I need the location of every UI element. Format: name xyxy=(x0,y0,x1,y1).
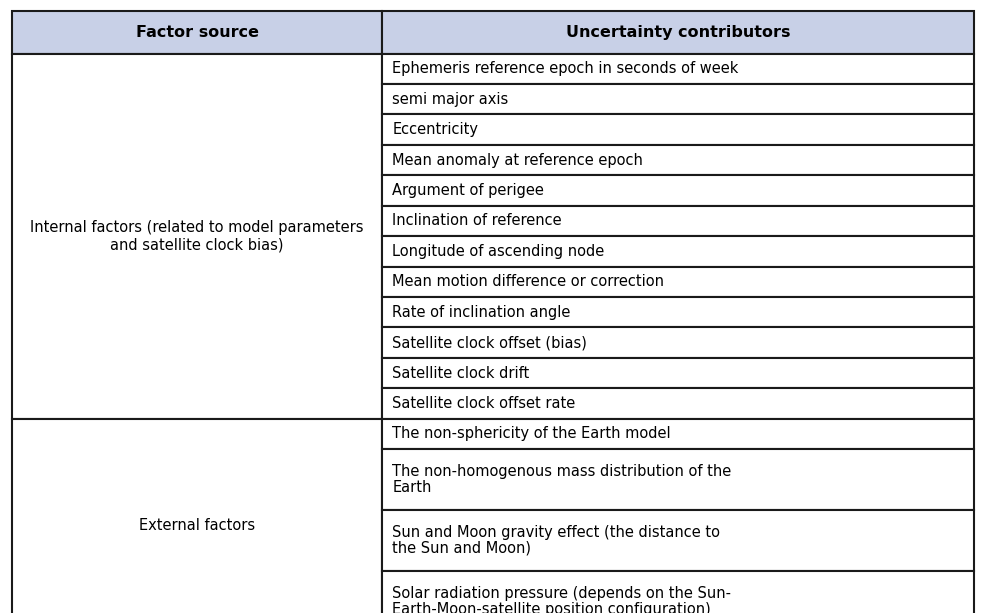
Bar xyxy=(383,449,974,510)
Text: Solar radiation pressure (depends on the Sun-: Solar radiation pressure (depends on the… xyxy=(392,586,732,601)
Bar xyxy=(383,389,974,419)
Bar xyxy=(383,510,974,571)
Bar xyxy=(383,419,974,449)
Bar xyxy=(383,297,974,327)
Text: Inclination of reference: Inclination of reference xyxy=(392,213,562,229)
Text: Longitude of ascending node: Longitude of ascending node xyxy=(392,244,604,259)
Bar xyxy=(383,11,974,53)
Text: Ephemeris reference epoch in seconds of week: Ephemeris reference epoch in seconds of … xyxy=(392,61,739,76)
Bar xyxy=(383,571,974,613)
Bar xyxy=(383,145,974,175)
Bar xyxy=(383,84,974,115)
Bar xyxy=(12,419,383,613)
Text: The non-homogenous mass distribution of the: The non-homogenous mass distribution of … xyxy=(392,464,732,479)
Text: Satellite clock offset (bias): Satellite clock offset (bias) xyxy=(392,335,587,350)
Bar xyxy=(383,175,974,206)
Text: Earth-Moon-satellite position configuration): Earth-Moon-satellite position configurat… xyxy=(392,602,711,613)
Bar xyxy=(383,115,974,145)
Text: Mean motion difference or correction: Mean motion difference or correction xyxy=(392,275,665,289)
Text: The non-sphericity of the Earth model: The non-sphericity of the Earth model xyxy=(392,427,670,441)
Bar xyxy=(12,53,383,419)
Text: Internal factors (related to model parameters
and satellite clock bias): Internal factors (related to model param… xyxy=(31,220,364,253)
Text: Argument of perigee: Argument of perigee xyxy=(392,183,544,198)
Bar xyxy=(383,327,974,358)
Text: Eccentricity: Eccentricity xyxy=(392,122,478,137)
Text: Uncertainty contributors: Uncertainty contributors xyxy=(566,25,791,40)
Bar xyxy=(383,206,974,236)
Text: Satellite clock offset rate: Satellite clock offset rate xyxy=(392,396,576,411)
Bar xyxy=(383,53,974,84)
Text: Earth: Earth xyxy=(392,480,432,495)
Bar xyxy=(383,236,974,267)
Text: Satellite clock drift: Satellite clock drift xyxy=(392,365,529,381)
Text: semi major axis: semi major axis xyxy=(392,92,509,107)
Text: External factors: External factors xyxy=(139,518,255,533)
Text: Mean anomaly at reference epoch: Mean anomaly at reference epoch xyxy=(392,153,643,167)
Bar xyxy=(383,267,974,297)
Text: Factor source: Factor source xyxy=(136,25,258,40)
Bar xyxy=(12,11,383,53)
Text: the Sun and Moon): the Sun and Moon) xyxy=(392,541,531,556)
Text: Sun and Moon gravity effect (the distance to: Sun and Moon gravity effect (the distanc… xyxy=(392,525,720,540)
Text: Rate of inclination angle: Rate of inclination angle xyxy=(392,305,571,320)
Bar xyxy=(383,358,974,389)
